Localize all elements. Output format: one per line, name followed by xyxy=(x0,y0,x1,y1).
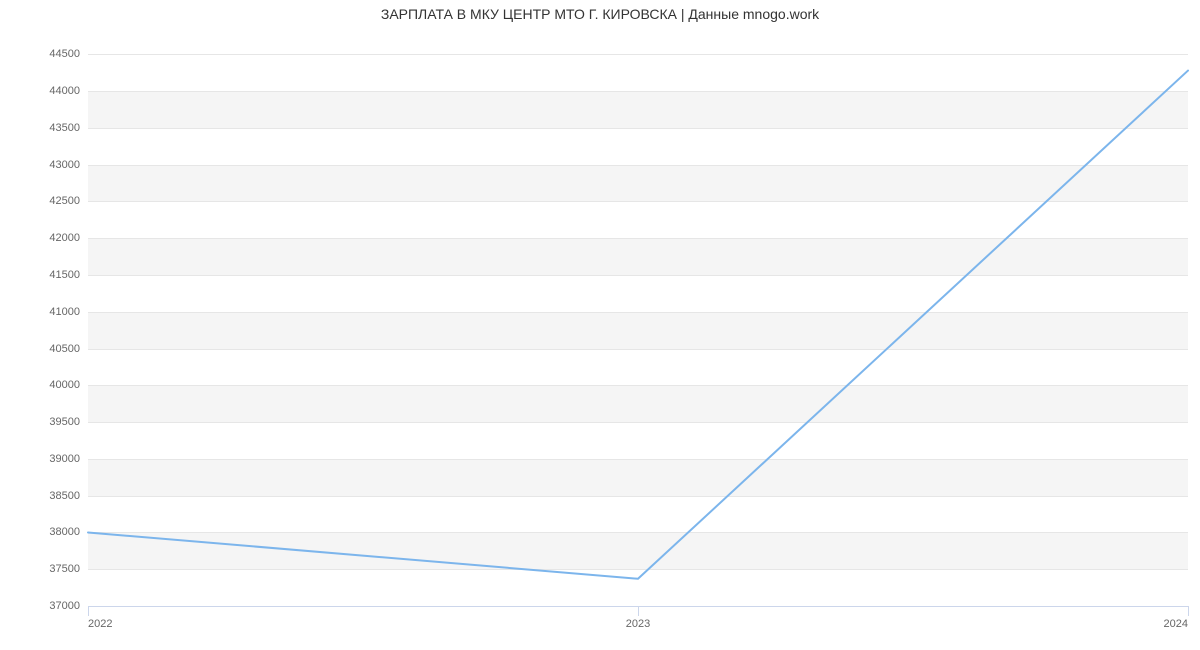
y-tick-label: 37500 xyxy=(49,563,80,575)
y-tick-label: 40500 xyxy=(49,343,80,355)
y-tick-label: 38000 xyxy=(49,526,80,538)
series-line xyxy=(88,71,1188,579)
y-tick-label: 42500 xyxy=(49,195,80,207)
chart-title: ЗАРПЛАТА В МКУ ЦЕНТР МТО Г. КИРОВСКА | Д… xyxy=(0,6,1200,22)
series-svg xyxy=(88,36,1188,606)
y-tick-label: 39000 xyxy=(49,453,80,465)
salary-line-chart: ЗАРПЛАТА В МКУ ЦЕНТР МТО Г. КИРОВСКА | Д… xyxy=(0,0,1200,650)
x-tick-mark xyxy=(88,606,89,616)
y-tick-label: 44000 xyxy=(49,85,80,97)
y-tick-label: 43000 xyxy=(49,159,80,171)
x-tick-mark xyxy=(638,606,639,616)
y-tick-label: 42000 xyxy=(49,232,80,244)
x-tick-label: 2024 xyxy=(1164,618,1188,630)
x-tick-label: 2023 xyxy=(626,618,650,630)
plot-area xyxy=(88,36,1188,606)
y-tick-label: 43500 xyxy=(49,122,80,134)
y-tick-label: 44500 xyxy=(49,48,80,60)
x-tick-mark xyxy=(1188,606,1189,616)
y-tick-label: 38500 xyxy=(49,490,80,502)
x-tick-label: 2022 xyxy=(88,618,112,630)
y-tick-label: 41500 xyxy=(49,269,80,281)
y-tick-label: 39500 xyxy=(49,416,80,428)
y-tick-label: 41000 xyxy=(49,306,80,318)
y-tick-label: 40000 xyxy=(49,379,80,391)
y-tick-label: 37000 xyxy=(49,600,80,612)
